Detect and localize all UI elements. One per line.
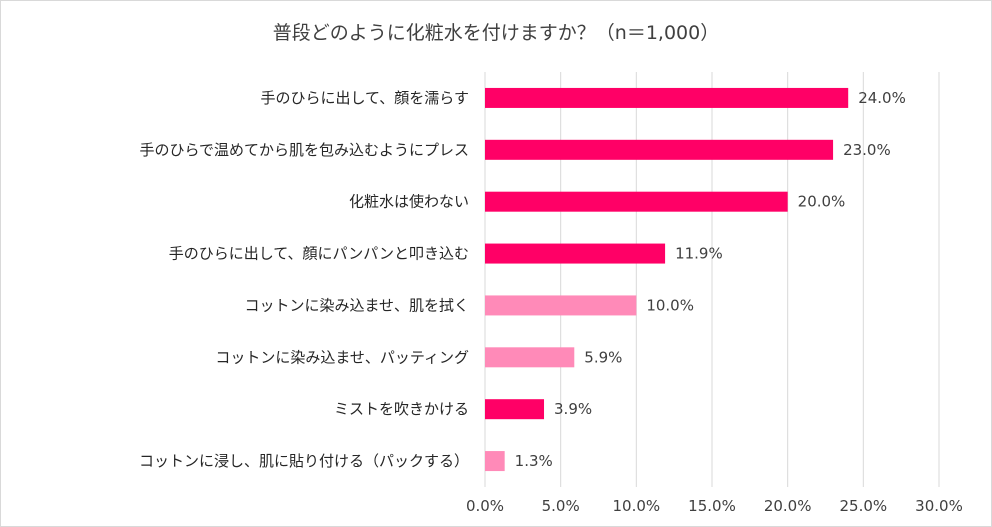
bar <box>485 399 545 420</box>
category-label: 手のひらで温めてから肌を包み込むようにプレス <box>139 141 469 159</box>
bar <box>485 87 849 108</box>
bar <box>485 191 788 212</box>
x-tick-label: 20.0% <box>764 497 812 515</box>
data-label: 3.9% <box>554 400 592 418</box>
bar <box>485 295 637 316</box>
data-label: 20.0% <box>798 193 846 211</box>
data-label: 10.0% <box>646 296 694 314</box>
bar <box>485 451 505 472</box>
category-label: コットンに染み込ませ、パッティング <box>215 348 469 366</box>
data-label: 11.9% <box>675 245 723 263</box>
x-tick-label: 5.0% <box>542 497 580 515</box>
x-tick-label: 15.0% <box>688 497 736 515</box>
bar <box>485 347 575 368</box>
x-tick-label: 0.0% <box>466 497 504 515</box>
category-label: コットンに浸し、肌に貼り付ける（パックする） <box>139 452 469 470</box>
chart-title: 普段どのように化粧水を付けますか？（n＝1,000） <box>273 22 719 44</box>
x-tick-label: 30.0% <box>915 497 963 515</box>
x-tick-label: 25.0% <box>840 497 888 515</box>
category-label: 手のひらに出して、顔にパンパンと叩き込む <box>169 245 469 263</box>
data-label: 24.0% <box>858 89 906 107</box>
x-axis-ticks: 0.0% 5.0% 10.0% 15.0% 20.0% 25.0% 30.0% <box>466 497 963 515</box>
category-labels: 手のひらに出して、顔を濡らす手のひらで温めてから肌を包み込むようにプレス化粧水は… <box>139 89 469 470</box>
value-labels: 24.0% 23.0% 20.0% 11.9% 10.0% 5.9% 3.9% 1.3% <box>515 89 906 470</box>
bar <box>485 139 834 160</box>
category-label: コットンに染み込ませ、肌を拭く <box>244 296 469 314</box>
category-label: ミストを吹きかける <box>334 400 469 418</box>
data-label: 1.3% <box>515 452 553 470</box>
bar <box>485 243 666 264</box>
category-label: 化粧水は使わない <box>349 193 469 211</box>
gridlines <box>484 72 940 487</box>
x-tick-label: 10.0% <box>613 497 661 515</box>
bars <box>485 87 849 472</box>
data-label: 23.0% <box>843 141 891 159</box>
category-label: 手のひらに出して、顔を濡らす <box>260 89 469 107</box>
data-label: 5.9% <box>584 348 622 366</box>
